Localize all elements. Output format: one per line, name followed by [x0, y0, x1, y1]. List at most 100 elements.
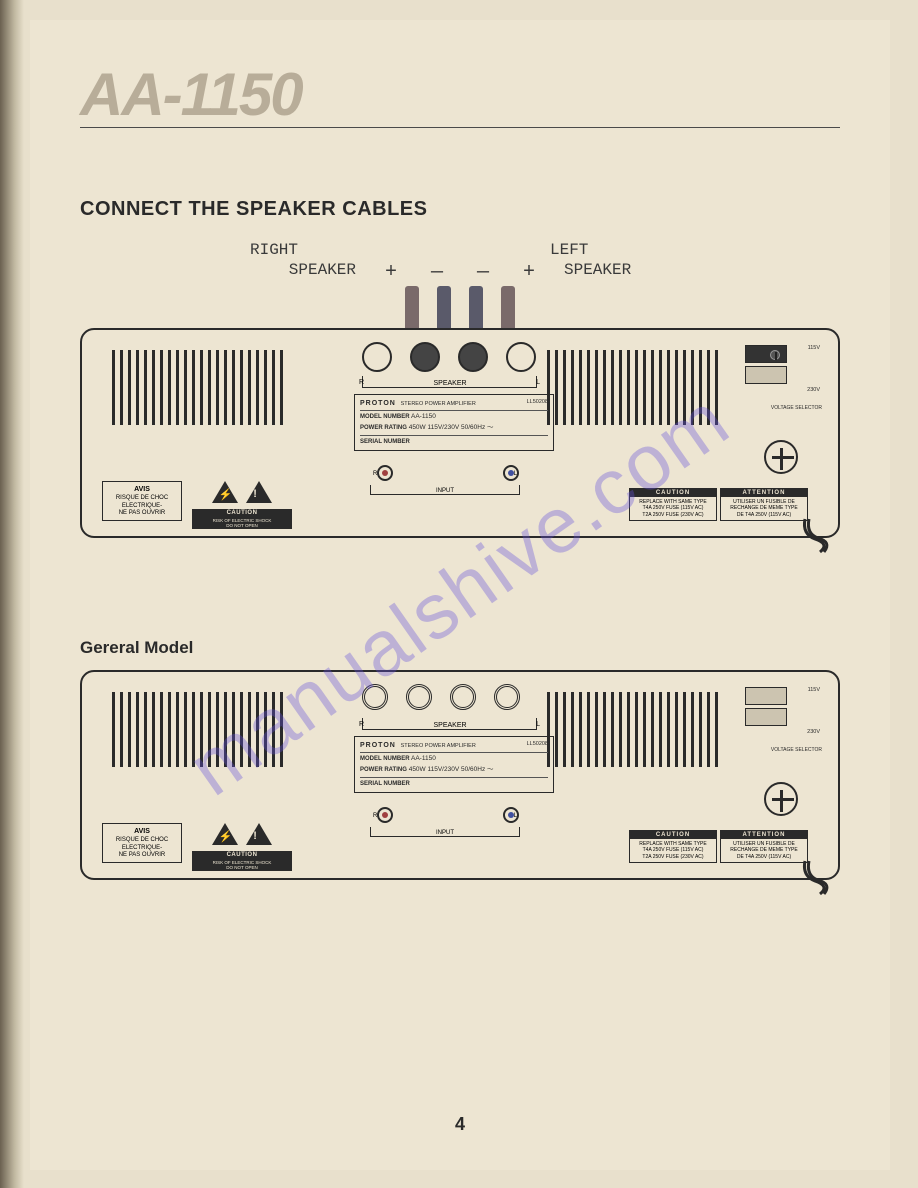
voltage-230-label-2: 230V: [807, 729, 820, 735]
model-ref: LL50208: [527, 398, 548, 407]
fc-line1: REPLACE WITH SAME TYPE: [639, 499, 706, 505]
bracket-speaker-label: SPEAKER: [430, 380, 469, 387]
power-cord-icon-2: [800, 856, 840, 896]
fc2-line1: REPLACE WITH SAME TYPE: [639, 841, 706, 847]
fuse-caution-box-2: CAUTION REPLACE WITH SAME TYPE T4A 250V …: [629, 830, 717, 864]
model-title: AA-1150: [80, 60, 840, 129]
model-info-box: PROTON STEREO POWER AMPLIFIER LL50208 MO…: [354, 394, 554, 451]
serial-label-2: SERIAL NUMBER: [360, 781, 410, 787]
minus-1: —: [414, 261, 460, 284]
right-speaker-label-1: RIGHT: [250, 241, 370, 259]
speaker-terminals-2: [362, 684, 520, 710]
cable-right-minus: [437, 286, 451, 328]
fa-line1: UTILISER UN FUSIBLE DE: [733, 499, 795, 505]
input-bracket-2: R INPUT L: [370, 827, 520, 837]
voltage-230-box-2: [745, 708, 787, 726]
bracket-l: L: [536, 379, 540, 386]
fa2-line3: DE T4A 250V (115V AC): [737, 854, 791, 860]
shock-triangle-icon: ⚡: [212, 481, 238, 503]
terminal2-l-minus: [450, 684, 476, 710]
voltage-115-label: 115V: [808, 345, 820, 351]
model-info-box-2: PROTON STEREO POWER AMPLIFIER LL50208 MO…: [354, 736, 554, 793]
fuse-attention-title-2: ATTENTION: [721, 831, 807, 839]
input-label: INPUT: [432, 488, 458, 494]
terminal-l-plus: [506, 342, 536, 372]
input-r: R: [373, 471, 377, 477]
power-label-2: POWER RATING: [360, 767, 407, 773]
voltage-selector-label-2: VOLTAGE SELECTOR: [752, 747, 822, 753]
section-heading: CONNECT THE SPEAKER CABLES: [80, 198, 840, 221]
book-spine: [0, 0, 24, 1188]
fa-line2: RECHANGE DE MEME TYPE: [730, 505, 797, 511]
avis-line2-2: ELECTRIQUE-: [122, 845, 162, 851]
brand-label-2: PROTON: [360, 740, 396, 751]
voltage-230-box: [745, 366, 787, 384]
power-value: 450W 115V/230V 50/60Hz ～: [409, 424, 494, 431]
voltage-selector-area: 115V 230V VOLTAGE SELECTOR: [745, 345, 820, 387]
speaker-terminals: [362, 342, 536, 372]
rca-input-group-2: [377, 807, 519, 823]
avis-line1-2: RISQUE DE CHOC: [116, 837, 168, 843]
fa2-line2: RECHANGE DE MEME TYPE: [730, 847, 797, 853]
power-label: POWER RATING: [360, 425, 407, 431]
fc2-line3: T2A 250V FUSE (230V AC): [642, 854, 703, 860]
avis-title: AVIS: [134, 486, 150, 493]
plus-right: +: [368, 261, 414, 284]
fuse-caution-group-2: CAUTION REPLACE WITH SAME TYPE T4A 250V …: [629, 830, 808, 864]
fuse-attention-box-2: ATTENTION UTILISER UN FUSIBLE DE RECHANG…: [720, 830, 808, 864]
left-speaker-label-2: SPEAKER: [564, 261, 631, 284]
fc-line3: T2A 250V FUSE (230V AC): [642, 512, 703, 518]
fuse-attention-box: ATTENTION UTILISER UN FUSIBLE DE RECHANG…: [720, 488, 808, 522]
caution-line2: DO NOT OPEN: [226, 523, 257, 528]
model-num-value-2: AA-1150: [411, 755, 436, 762]
vent-grille-right: [547, 350, 718, 425]
input-label-2: INPUT: [432, 830, 458, 836]
power-value-2: 450W 115V/230V 50/60Hz ～: [409, 766, 494, 773]
terminal2-r-minus: [406, 684, 432, 710]
vent-grille-right-2: [547, 692, 718, 767]
right-speaker-label-2: SPEAKER: [289, 261, 356, 284]
shock-triangle-icon-2: ⚡: [212, 823, 238, 845]
terminal-l-minus: [458, 342, 488, 372]
speaker-bracket-2: R SPEAKER L: [362, 718, 537, 730]
avis-line2: ELECTRIQUE-: [122, 503, 162, 509]
warning-triangle-icon: !: [246, 481, 272, 503]
input-bracket: R INPUT L: [370, 485, 520, 495]
cable-left-plus: [501, 286, 515, 328]
fc2-line2: T4A 250V FUSE (115V AC): [643, 847, 704, 853]
avis-title-2: AVIS: [134, 828, 150, 835]
terminal-r-plus: [362, 342, 392, 372]
avis-warning-box: AVIS RISQUE DE CHOC ELECTRIQUE- NE PAS O…: [102, 481, 182, 521]
avis-line3: NE PAS OUVRIR: [119, 510, 166, 516]
vent-grille-left-2: [112, 692, 283, 767]
terminal2-l-plus: [494, 684, 520, 710]
caution-triangle-box-2: ⚡ ! CAUTION RISK OF ELECTRIC SHOCK DO NO…: [192, 823, 292, 863]
rca-input-r: [377, 465, 393, 481]
rca-input-r-2: [377, 807, 393, 823]
bracket-r: R: [359, 379, 364, 386]
fuse-caution-title-2: CAUTION: [630, 831, 716, 839]
speaker-label-row1: RIGHT LEFT: [80, 241, 840, 259]
amplifier-rear-panel-2: R SPEAKER L PROTON STEREO POWER AMPLIFIE…: [80, 670, 840, 880]
fuse-attention-title: ATTENTION: [721, 489, 807, 497]
voltage-115-label-2: 115V: [808, 687, 820, 693]
input-r-2: R: [373, 813, 377, 819]
input-l-2: L: [514, 813, 517, 819]
brand-desc: STEREO POWER AMPLIFIER: [401, 401, 476, 407]
caution-title: CAUTION: [192, 509, 292, 517]
brand-label: PROTON: [360, 398, 396, 409]
speaker-cables: [80, 286, 840, 328]
fuse-caution-title: CAUTION: [630, 489, 716, 497]
fa-line3: DE T4A 250V (115V AC): [737, 512, 791, 518]
warning-triangle-icon-2: !: [246, 823, 272, 845]
vent-grille-left: [112, 350, 283, 425]
caution-triangle-box: ⚡ ! CAUTION RISK OF ELECTRIC SHOCK DO NO…: [192, 481, 292, 521]
model-ref-2: LL50208: [527, 740, 548, 749]
voltage-selector-label: VOLTAGE SELECTOR: [752, 405, 822, 411]
speaker-bracket: R SPEAKER L: [362, 376, 537, 388]
caution-line2-2: DO NOT OPEN: [226, 865, 257, 870]
cable-right-plus: [405, 286, 419, 328]
caution-title-2: CAUTION: [192, 851, 292, 859]
volt-slot-115: [770, 350, 780, 360]
model-num-label: MODEL NUMBER: [360, 414, 410, 420]
